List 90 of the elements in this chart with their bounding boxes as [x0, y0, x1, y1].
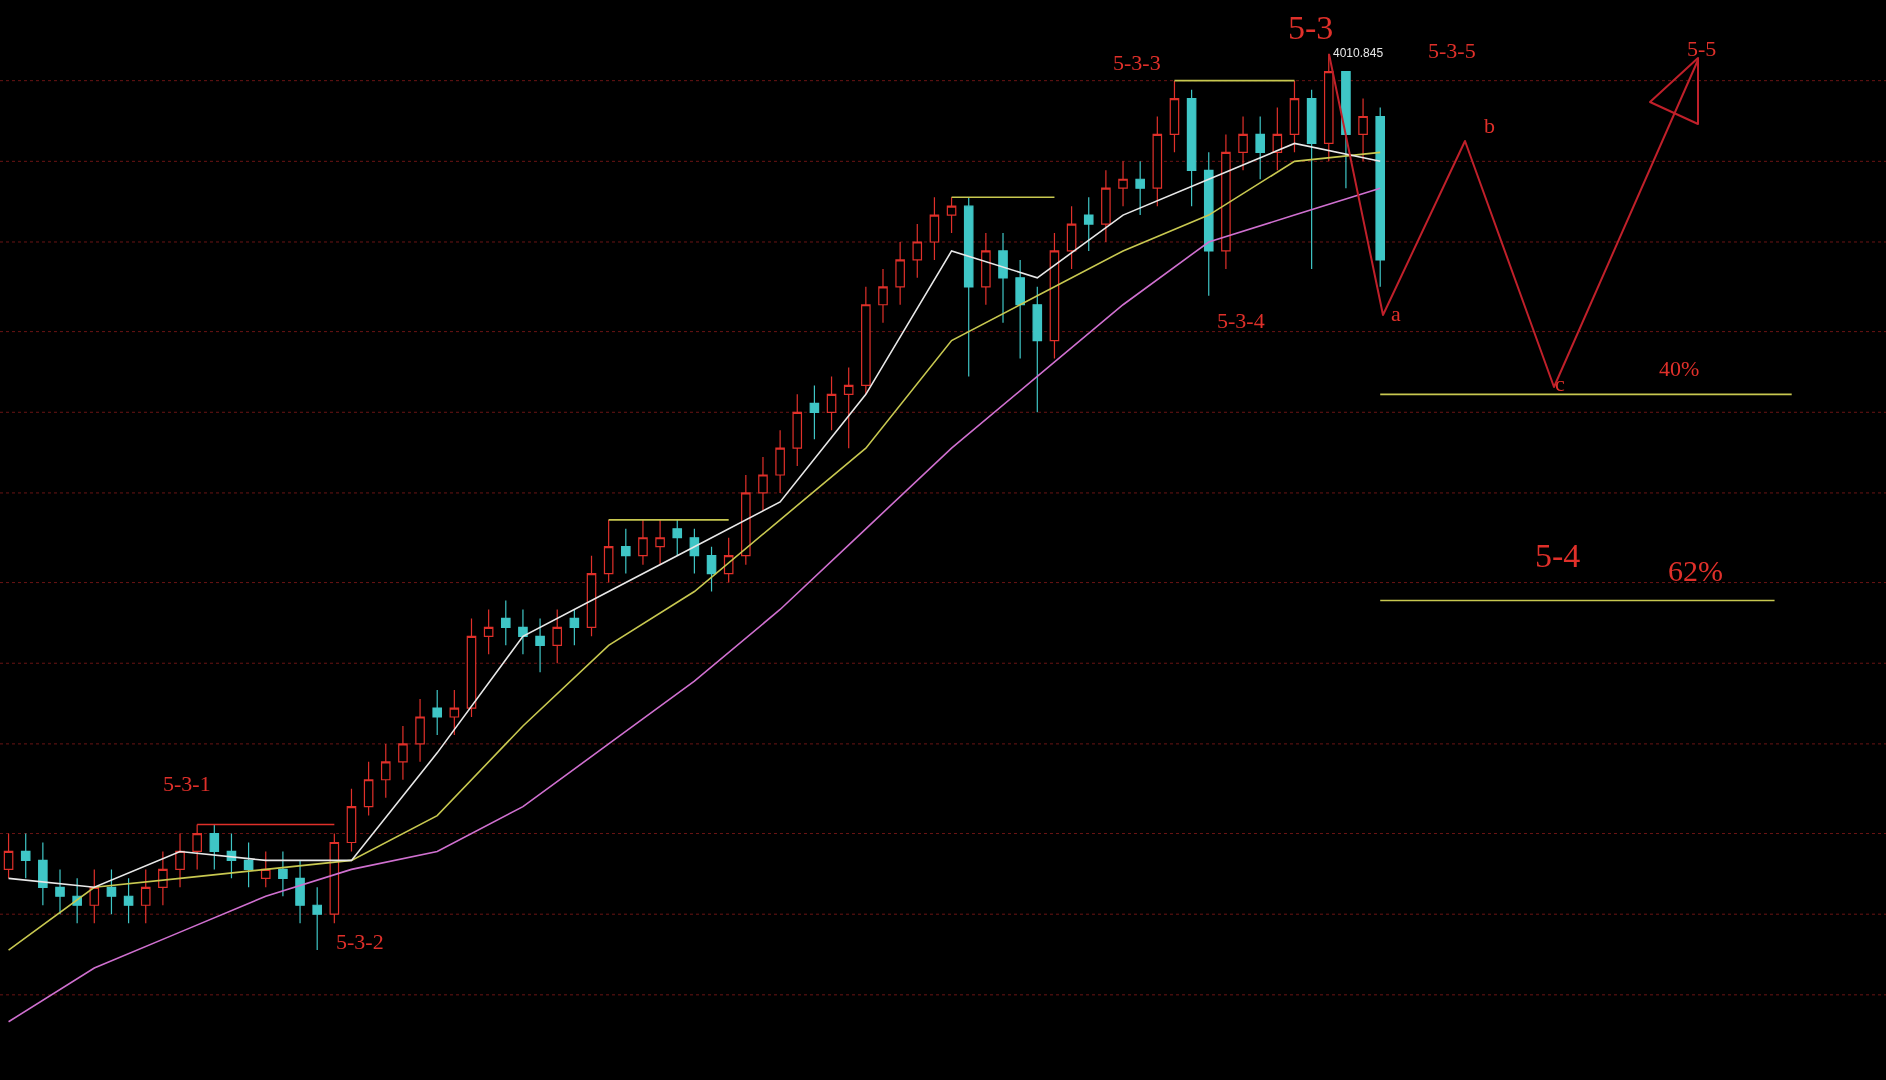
candlestick [20, 832, 31, 879]
candlestick [809, 384, 820, 440]
candlestick [158, 850, 168, 906]
candlestick [981, 232, 991, 306]
candlestick [106, 868, 117, 915]
candlestick [741, 474, 751, 566]
candlestick [929, 196, 940, 261]
candlestick [1049, 232, 1060, 360]
candlestick [1186, 89, 1197, 207]
candlestick [826, 375, 837, 431]
candlestick [775, 429, 785, 494]
candlestick [432, 689, 443, 736]
candlestick [1118, 160, 1128, 207]
candlestick [449, 689, 460, 736]
candlestick [55, 868, 65, 915]
candlestick [1015, 259, 1025, 360]
candlestick [655, 519, 665, 566]
candlestick [895, 241, 905, 306]
candlestick [1169, 80, 1180, 153]
candlestick [1066, 205, 1077, 270]
candlestick [843, 366, 854, 449]
candlestick [398, 725, 408, 781]
candlestick [1032, 286, 1043, 413]
candlestick [1083, 196, 1094, 252]
candlestick [415, 698, 425, 763]
candlestick [329, 832, 340, 924]
candlestick [672, 519, 683, 557]
candlestick [723, 537, 734, 584]
candlestick [278, 850, 288, 897]
candlestick [706, 546, 717, 593]
candlestick [946, 196, 957, 234]
candlestick [586, 555, 597, 637]
candlestick [140, 868, 151, 924]
candlestick [518, 608, 528, 655]
annotation: 40% [1659, 356, 1700, 381]
candlestick [243, 841, 254, 888]
candlestick [89, 868, 100, 924]
annotation: 5-3-3 [1113, 50, 1161, 75]
candlestick [3, 832, 14, 879]
candlestick [295, 859, 305, 924]
candlestick [878, 268, 888, 324]
annotation: 5-3-1 [163, 771, 211, 796]
candlestick [1238, 115, 1248, 171]
candlestick [535, 617, 545, 673]
candlestick [1289, 80, 1300, 153]
candlestick [758, 456, 768, 512]
candlestick [1255, 115, 1265, 180]
candlestick [483, 608, 494, 655]
candlestick [380, 743, 391, 799]
annotation: 62% [1668, 554, 1723, 587]
annotation: a [1391, 301, 1401, 326]
candlestick [1203, 151, 1214, 297]
annotation: b [1484, 113, 1495, 138]
candlestick [861, 286, 871, 395]
text: 5-3 [1288, 9, 1334, 46]
candlestick [603, 519, 614, 584]
annotation: 5-3-4 [1217, 308, 1265, 333]
candlestick [552, 608, 563, 664]
annotation: c [1555, 371, 1565, 396]
candlestick [1152, 115, 1163, 207]
candlestick [1358, 97, 1368, 162]
candlestick [209, 823, 220, 870]
candlestick [638, 519, 648, 566]
candlestick [1221, 133, 1231, 270]
candlestick [1375, 106, 1386, 288]
candlestick [1306, 89, 1317, 270]
candlestick [1101, 169, 1111, 243]
candlestick [998, 232, 1008, 324]
candlestick [346, 788, 357, 853]
candlestick [38, 841, 48, 906]
candlestick [1272, 106, 1283, 171]
candlestick [500, 599, 511, 646]
candlestick [466, 617, 477, 718]
candlestick [569, 608, 580, 646]
candlestick [175, 832, 185, 888]
annotation: 5-3-2 [336, 929, 384, 954]
candlestick [621, 528, 631, 575]
candlestick [1135, 160, 1145, 216]
candlestick [123, 877, 134, 924]
candlestick [363, 761, 374, 817]
annotation: 5-4 [1535, 537, 1581, 574]
annotation: 5-5 [1687, 36, 1717, 61]
candlestick [312, 886, 322, 951]
candlestick [260, 850, 271, 888]
candlestick [963, 196, 974, 378]
candlestick [912, 223, 923, 279]
candlestick [792, 393, 803, 467]
annotation: 4010.845 [1333, 46, 1384, 60]
candlestick [1341, 71, 1351, 189]
annotation: 5-3-5 [1428, 38, 1476, 63]
